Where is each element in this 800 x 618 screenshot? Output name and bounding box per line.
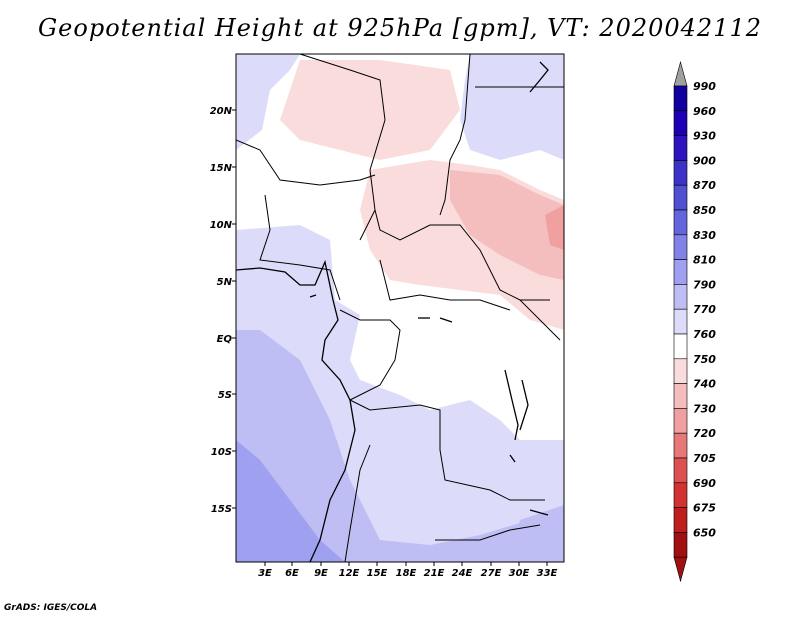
legend-label: 990 <box>693 80 716 93</box>
field-770-ne <box>460 54 564 160</box>
lat-label: 10S <box>211 447 232 458</box>
legend-label: 850 <box>693 204 716 217</box>
lon-label: 33E <box>537 568 558 579</box>
lon-label: 24E <box>452 568 473 579</box>
lon-label: 18E <box>396 568 417 579</box>
legend-swatch <box>673 457 688 484</box>
legend-swatch <box>673 110 688 136</box>
lon-label: 9E <box>314 568 328 579</box>
legend-label: 650 <box>693 526 716 539</box>
legend-label: 960 <box>693 105 716 118</box>
lon-label: 6E <box>285 568 299 579</box>
legend-swatch <box>673 284 688 310</box>
legend-label: 740 <box>693 378 716 391</box>
legend-swatch <box>673 85 688 112</box>
legend-arrow-top <box>673 60 688 87</box>
legend-swatch <box>673 507 688 533</box>
legend-swatch <box>673 333 688 360</box>
grads-credit: GrADS: IGES/COLA <box>4 603 98 613</box>
lon-label: 15E <box>367 568 388 579</box>
lon-label: 27E <box>481 568 502 579</box>
legend-swatch <box>673 209 688 236</box>
legend-label: 675 <box>693 502 716 515</box>
coastlines <box>236 61 549 562</box>
legend-swatch <box>673 184 688 211</box>
lat-label: 15N <box>210 163 233 174</box>
lon-label: 21E <box>424 568 445 579</box>
legend-label: 750 <box>693 353 716 366</box>
legend-label: 705 <box>693 452 716 465</box>
legend-swatch <box>673 234 688 260</box>
lat-label: 10N <box>210 220 233 231</box>
field-740-east <box>450 170 564 280</box>
legend-swatch <box>673 259 688 285</box>
lon-label: 30E <box>509 568 530 579</box>
lon-label: 3E <box>258 568 272 579</box>
legend-label: 810 <box>693 254 716 267</box>
legend-swatch <box>673 358 688 384</box>
legend-label: 930 <box>693 130 716 143</box>
lat-label: 5N <box>217 277 233 288</box>
field-750-north <box>280 60 460 160</box>
legend-swatch <box>673 532 688 558</box>
field-790-se <box>510 505 564 562</box>
legend-swatch <box>673 482 688 508</box>
legend-label: 900 <box>693 154 716 167</box>
field-790-sw <box>236 330 564 562</box>
field-810-sw <box>236 440 345 562</box>
lon-axis: 3E 6E 9E 12E 15E 18E 21E 24E 27E 30E 33E <box>258 568 557 579</box>
colorbar-legend: 990 960 930 900 870 850 830 810 790 770 760 750 740 7… <box>673 60 716 583</box>
lat-ticks <box>232 109 236 509</box>
legend-swatch <box>673 432 688 459</box>
chart-title: Geopotential Height at 925hPa [gpm], VT:… <box>38 14 762 42</box>
legend-label: 730 <box>693 402 716 415</box>
legend-label: 870 <box>693 179 716 192</box>
lon-label: 12E <box>339 568 360 579</box>
field-730-east <box>545 205 564 250</box>
lon-ticks <box>264 562 548 566</box>
lat-label: 20N <box>210 106 233 117</box>
lat-label: EQ <box>217 334 233 345</box>
legend-label: 720 <box>693 427 716 440</box>
legend-label: 770 <box>693 303 716 316</box>
lat-label: 15S <box>211 504 232 515</box>
legend-swatch <box>673 308 688 335</box>
legend-label: 790 <box>693 278 716 291</box>
legend-swatch <box>673 160 688 186</box>
lat-axis: 20N 15N 10N 5N EQ 5S 10S 15S <box>210 106 233 515</box>
legend-swatch <box>673 135 688 161</box>
lat-label: 5S <box>218 390 232 401</box>
field-770-west <box>236 54 300 150</box>
legend-swatch <box>673 408 688 434</box>
country-borders <box>236 54 564 562</box>
legend-swatch <box>673 383 688 409</box>
legend-label: 690 <box>693 477 716 490</box>
legend-label: 830 <box>693 229 716 242</box>
map-frame <box>235 53 565 563</box>
legend-label: 760 <box>693 328 716 341</box>
legend-arrow-bottom <box>673 556 688 583</box>
